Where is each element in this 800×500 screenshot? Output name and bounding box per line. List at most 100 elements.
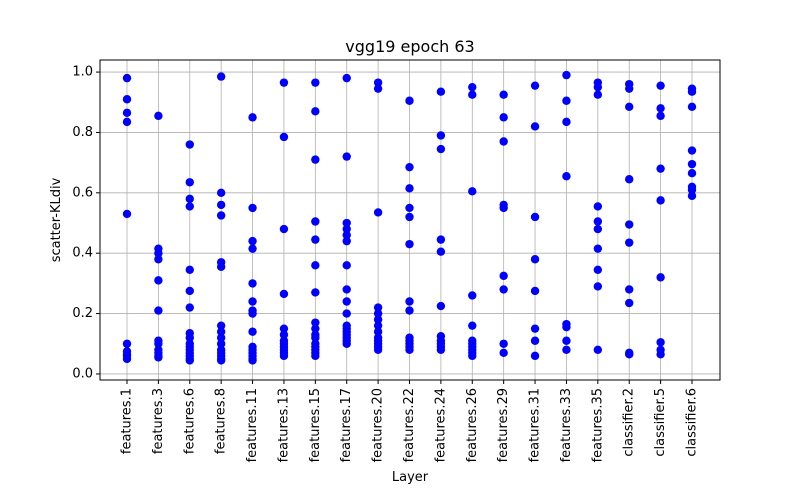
data-point [185, 356, 194, 365]
data-point [656, 81, 665, 90]
data-point [625, 175, 634, 184]
data-point [373, 309, 383, 318]
data-point [373, 208, 383, 217]
data-point [154, 306, 163, 315]
data-point [342, 309, 351, 318]
data-point [562, 336, 571, 345]
data-point [593, 217, 603, 226]
data-point [625, 220, 634, 229]
data-point [656, 196, 665, 205]
data-point [373, 78, 383, 87]
data-point [185, 333, 194, 342]
data-point [122, 73, 132, 83]
data-point [185, 178, 194, 187]
data-point [499, 90, 508, 99]
data-point [311, 351, 320, 361]
x-tick-label: features.15 [308, 388, 323, 462]
data-point [342, 218, 351, 228]
data-point [499, 339, 508, 348]
y-tick-label: 0.8 [72, 125, 93, 140]
data-point [687, 185, 697, 195]
data-point [593, 265, 603, 275]
data-point [593, 90, 603, 99]
data-point [530, 336, 540, 345]
data-point [122, 108, 132, 118]
data-point [687, 102, 697, 111]
data-point [530, 324, 540, 333]
data-point [625, 350, 634, 359]
data-point [373, 345, 383, 355]
data-point [625, 84, 634, 93]
data-point [468, 291, 477, 300]
data-point [373, 315, 383, 324]
data-point [248, 113, 257, 122]
data-point [216, 200, 226, 210]
x-tick-label: features.22 [402, 388, 417, 462]
x-tick-label: features.6 [182, 388, 197, 454]
data-point [342, 224, 351, 234]
data-point [656, 111, 665, 121]
data-point [248, 244, 257, 253]
data-point [687, 169, 697, 178]
data-point [593, 282, 603, 291]
data-point [342, 297, 351, 306]
data-point [373, 327, 383, 336]
data-point [216, 72, 226, 81]
y-tick-label: 0.4 [72, 246, 93, 261]
data-point [154, 249, 163, 258]
data-point [185, 202, 194, 211]
data-point [593, 345, 603, 355]
data-point [562, 96, 571, 105]
data-point [311, 288, 320, 297]
data-point [342, 152, 351, 161]
data-point [279, 289, 289, 299]
data-point [248, 356, 257, 365]
data-point [154, 111, 163, 121]
data-point [248, 309, 257, 318]
data-point [311, 324, 320, 333]
y-tick-label: 1.0 [72, 65, 93, 80]
data-point [311, 217, 320, 226]
data-point [405, 96, 414, 105]
data-point [436, 131, 446, 140]
data-point [625, 285, 634, 294]
x-axis-label: Layer [392, 470, 429, 485]
data-point [562, 345, 571, 355]
data-point [405, 212, 414, 222]
data-point [405, 239, 414, 249]
x-tick-label: features.8 [214, 388, 229, 454]
x-tick-label: features.26 [465, 388, 480, 462]
data-point [154, 276, 163, 285]
data-point [405, 162, 414, 172]
x-tick-label: features.13 [276, 388, 291, 462]
data-point [562, 172, 571, 181]
data-point [122, 339, 132, 348]
data-point [436, 301, 446, 311]
data-point [342, 236, 351, 246]
data-point [279, 78, 289, 87]
data-point [279, 330, 289, 339]
data-point [530, 81, 540, 90]
data-point [436, 87, 446, 96]
data-point [499, 348, 508, 358]
data-point [185, 140, 194, 149]
data-point [468, 187, 477, 196]
data-point [656, 273, 665, 282]
data-point [216, 333, 226, 342]
x-tick-label: features.20 [371, 388, 386, 462]
x-tick-label: features.24 [433, 388, 448, 462]
x-tick-label: features.1 [120, 388, 135, 454]
data-point [593, 202, 603, 211]
data-point [656, 338, 665, 347]
data-point [248, 236, 257, 246]
data-point [216, 262, 226, 271]
axis-ticks: features.1 features.3 features.6 features.8… [72, 65, 699, 463]
data-point [248, 279, 257, 288]
data-point [342, 73, 351, 83]
data-point [279, 324, 289, 333]
data-point [530, 286, 540, 296]
data-point [279, 224, 289, 234]
data-point [122, 95, 132, 104]
data-point [530, 351, 540, 361]
